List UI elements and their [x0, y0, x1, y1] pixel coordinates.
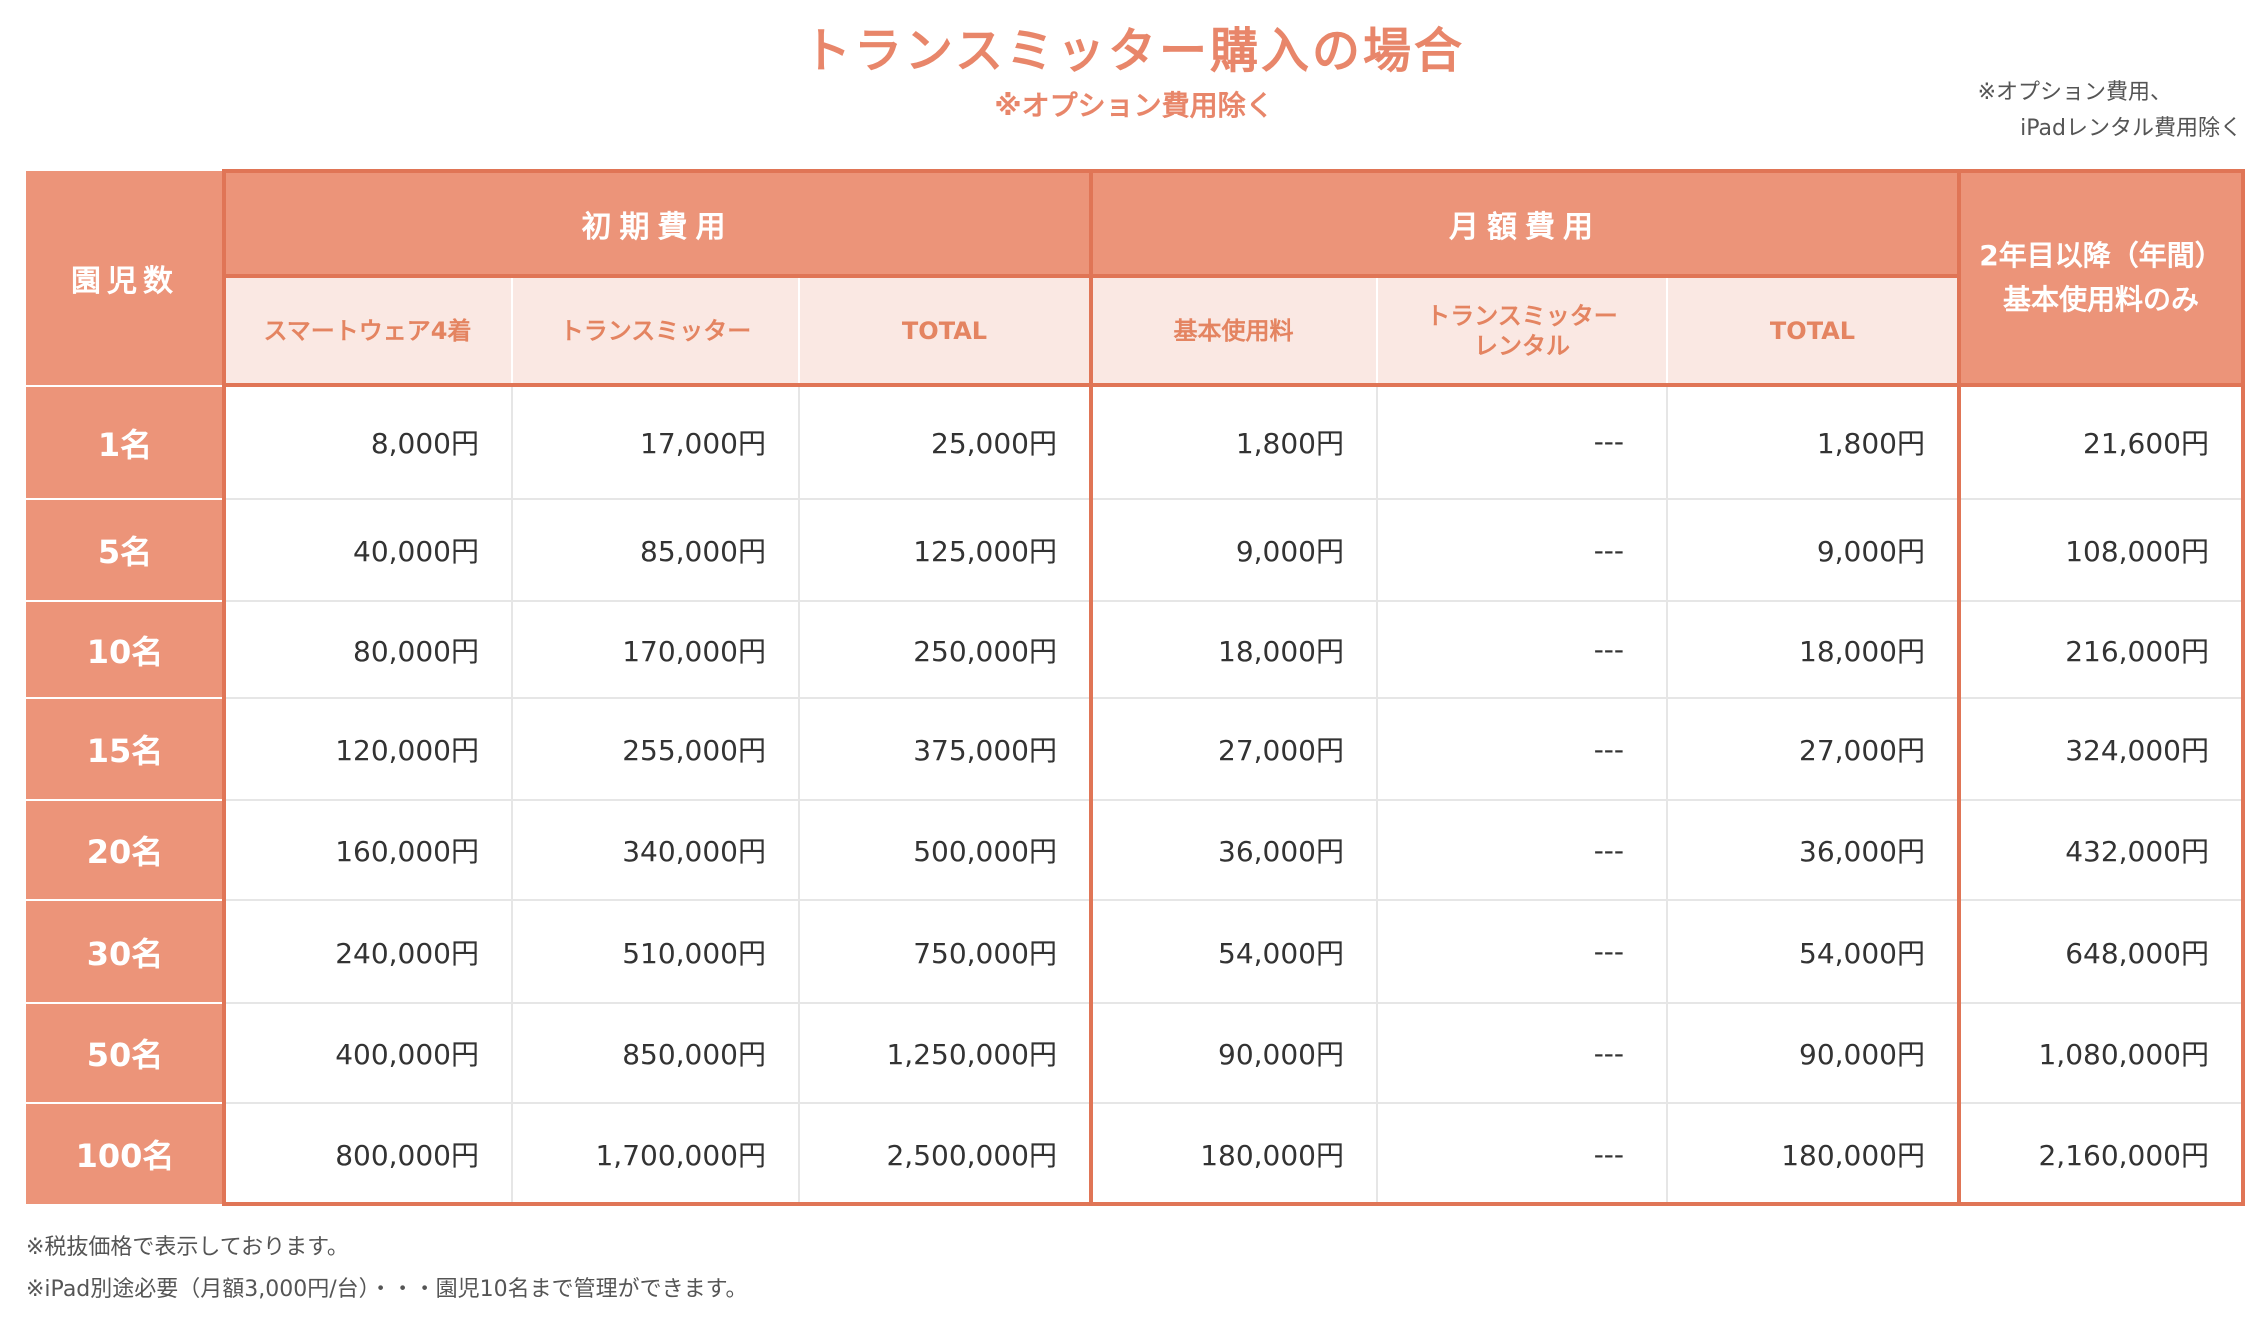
border-line [222, 1202, 2245, 1206]
cell: 80,000円 [224, 600, 513, 697]
sub-header-line: トランスミッター [559, 316, 752, 345]
cell: 850,000円 [513, 1002, 800, 1102]
cell: 21,600円 [1959, 385, 2243, 498]
cell: --- [1378, 1002, 1668, 1102]
border-line [222, 171, 226, 1204]
cell: --- [1378, 697, 1668, 799]
note: ※オプション費用、 [1977, 80, 2172, 105]
row-label: 30名 [26, 899, 224, 1002]
sub-header: トランスミッター レンタル [1378, 276, 1668, 385]
cell: 25,000円 [800, 385, 1091, 498]
group-header: 2年目以降（年間）基本使用料のみ [1959, 171, 2243, 385]
row-label: 5名 [26, 498, 224, 600]
sub-header: スマートウェア4着 [224, 276, 513, 385]
cell: --- [1378, 899, 1668, 1002]
cell: --- [1378, 498, 1668, 600]
cell: --- [1378, 799, 1668, 899]
cell: 27,000円 [1668, 697, 1959, 799]
row-label: 20名 [26, 799, 224, 899]
cell: 216,000円 [1959, 600, 2243, 697]
cell: 1,800円 [1091, 385, 1378, 498]
sub-header-line: TOTAL [1769, 316, 1856, 345]
note: iPadレンタル費用除く [2020, 116, 2242, 141]
sub-header-line: トランスミッター [1426, 301, 1618, 330]
row-label: 10名 [26, 600, 224, 697]
cell: 500,000円 [800, 799, 1091, 899]
cell: 2,160,000円 [1959, 1102, 2243, 1204]
cell: 432,000円 [1959, 799, 2243, 899]
border-line [222, 169, 2245, 173]
cell: 36,000円 [1091, 799, 1378, 899]
cell: 9,000円 [1091, 498, 1378, 600]
cell: 255,000円 [513, 697, 800, 799]
cell: 510,000円 [513, 899, 800, 1002]
cell: 1,080,000円 [1959, 1002, 2243, 1102]
cell: 54,000円 [1668, 899, 1959, 1002]
cell: --- [1378, 600, 1668, 697]
cell: 324,000円 [1959, 697, 2243, 799]
cell: 400,000円 [224, 1002, 513, 1102]
cell: --- [1378, 385, 1668, 498]
cell: 18,000円 [1668, 600, 1959, 697]
cell: 180,000円 [1668, 1102, 1959, 1204]
border-line [2241, 171, 2245, 1206]
cell: 170,000円 [513, 600, 800, 697]
group-header: 月額費用 [1091, 171, 1959, 276]
cell: 750,000円 [800, 899, 1091, 1002]
cell: 108,000円 [1959, 498, 2243, 600]
cell: 9,000円 [1668, 498, 1959, 600]
border-line [1089, 171, 1093, 1204]
cell: 27,000円 [1091, 697, 1378, 799]
footnote: ※iPad別途必要（月額3,000円/台）・・・園児10名まで管理ができます。 [26, 1277, 748, 1302]
cell: 240,000円 [224, 899, 513, 1002]
cell: 800,000円 [224, 1102, 513, 1204]
row-label: 100名 [26, 1102, 224, 1204]
sub-header-line: レンタル [1474, 331, 1570, 360]
sub-header-line: TOTAL [901, 316, 988, 345]
cell: 90,000円 [1668, 1002, 1959, 1102]
cell: 180,000円 [1091, 1102, 1378, 1204]
sub-header: TOTAL [800, 276, 1091, 385]
cell: 250,000円 [800, 600, 1091, 697]
cell: --- [1378, 1102, 1668, 1204]
cell: 648,000円 [1959, 899, 2243, 1002]
sub-header: TOTAL [1668, 276, 1959, 385]
cell: 8,000円 [224, 385, 513, 498]
cell: 375,000円 [800, 697, 1091, 799]
sub-header: 基本使用料 [1091, 276, 1378, 385]
cell: 85,000円 [513, 498, 800, 600]
row-label: 1名 [26, 385, 224, 498]
title: トランスミッター購入の場合 [802, 23, 1466, 79]
cell: 90,000円 [1091, 1002, 1378, 1102]
cell: 36,000円 [1668, 799, 1959, 899]
cell: 2,500,000円 [800, 1102, 1091, 1204]
cell: 17,000円 [513, 385, 800, 498]
cell: 1,250,000円 [800, 1002, 1091, 1102]
border-line [1957, 171, 1961, 1204]
cell: 18,000円 [1091, 600, 1378, 697]
sub-header-line: 基本使用料 [1173, 316, 1294, 345]
cell: 125,000円 [800, 498, 1091, 600]
group-header: 初期費用 [224, 171, 1091, 276]
cell: 160,000円 [224, 799, 513, 899]
cell: 1,700,000円 [513, 1102, 800, 1204]
footnote: ※税抜価格で表示しております。 [26, 1235, 349, 1260]
cell: 120,000円 [224, 697, 513, 799]
sub-header: トランスミッター [513, 276, 800, 385]
corner-header: 園児数 [26, 171, 224, 385]
sub-header-line: スマートウェア4着 [263, 316, 472, 345]
subtitle: ※オプション費用除く [994, 89, 1274, 122]
cell: 40,000円 [224, 498, 513, 600]
cell: 340,000円 [513, 799, 800, 899]
cell: 54,000円 [1091, 899, 1378, 1002]
row-label: 50名 [26, 1002, 224, 1102]
border-line [222, 383, 2245, 387]
row-label: 15名 [26, 697, 224, 799]
cell: 1,800円 [1668, 385, 1959, 498]
